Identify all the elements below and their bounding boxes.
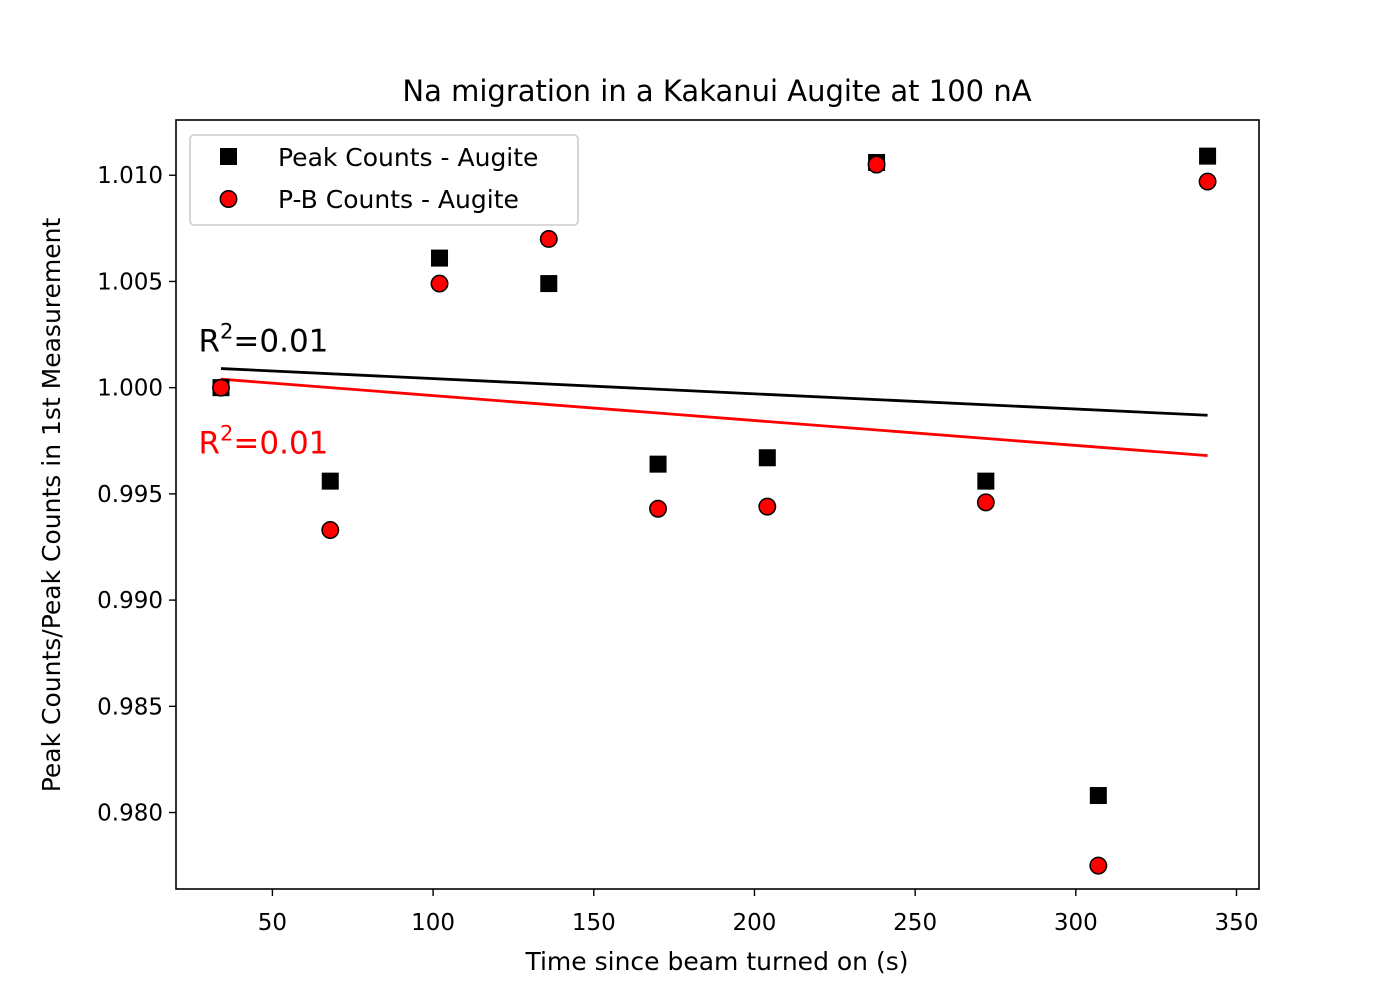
pb-counts-point: [539, 230, 558, 248]
x-tick-label: 200: [733, 910, 777, 936]
legend-box: [189, 134, 579, 226]
x-tick-label: 150: [572, 910, 616, 936]
fit-line-pb-counts: [220, 377, 1208, 458]
r-squared-pb-counts: R2=0.01: [198, 422, 328, 462]
y-tick-label: 1.005: [97, 269, 163, 295]
fit-lines: [220, 367, 1208, 458]
pb-counts-point: [867, 155, 886, 174]
peak-counts-point: [758, 449, 776, 467]
peak-counts-point: [321, 472, 339, 490]
x-tick-label: 250: [893, 910, 937, 936]
pb-counts-point: [321, 521, 340, 539]
pb-counts-point: [212, 378, 230, 397]
y-tick-label: 0.990: [97, 588, 163, 614]
y-axis-label: Peak Counts/Peak Counts in 1st Measureme…: [37, 218, 66, 793]
pb-counts-point: [758, 497, 777, 516]
x-axis-label: Time since beam turned on (s): [524, 947, 908, 976]
y-tick-label: 0.995: [97, 482, 163, 508]
peak-counts-point: [977, 472, 995, 490]
peak-counts-point: [1199, 147, 1217, 165]
x-tick-label: 50: [258, 910, 287, 936]
pb-counts-point: [1198, 172, 1217, 191]
peak-counts-point: [649, 455, 667, 473]
data-points: [212, 147, 1217, 875]
x-axis-ticks: 50 100 150 200 250 300 350: [258, 889, 1259, 936]
pb-counts-point: [649, 499, 667, 518]
pb-counts-point: [1089, 856, 1108, 875]
y-tick-label: 0.980: [97, 801, 163, 827]
y-tick-label: 1.010: [97, 163, 163, 189]
r-squared-peak-counts: R2=0.01: [198, 320, 328, 360]
chart-title: Na migration in a Kakanui Augite at 100 …: [402, 74, 1031, 108]
legend-label-peak-counts: Peak Counts - Augite: [278, 143, 538, 172]
annotations: R2=0.01 R2=0.01: [198, 320, 328, 462]
x-tick-label: 300: [1054, 910, 1098, 936]
legend: Peak Counts - Augite P-B Counts - Augite: [189, 134, 579, 226]
pb-counts-point: [430, 274, 449, 293]
plot-frame: [175, 119, 1260, 890]
y-tick-label: 0.985: [97, 694, 163, 720]
peak-counts-point: [1089, 787, 1107, 805]
legend-label-pb-counts: P-B Counts - Augite: [278, 185, 519, 214]
legend-square-marker: [220, 148, 237, 165]
x-tick-label: 350: [1215, 910, 1259, 936]
fit-line-peak-counts: [220, 367, 1208, 417]
x-tick-label: 100: [411, 910, 455, 936]
y-axis-ticks: 0.980 0.985 0.990 0.995 1.000 1.005 1.010: [97, 163, 176, 827]
peak-counts-point: [431, 249, 449, 267]
pb-counts-point: [976, 493, 995, 512]
peak-counts-point: [540, 275, 558, 293]
legend-circle-marker: [219, 190, 238, 208]
y-tick-label: 1.000: [97, 376, 163, 402]
